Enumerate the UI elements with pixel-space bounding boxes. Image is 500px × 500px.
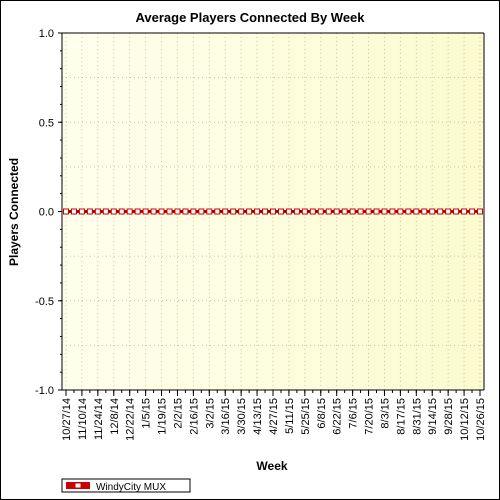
x-axis-ticks: 10/27/14 11/10/14 11/24/14 12/8/14 12/22/14 1…	[61, 390, 487, 441]
data-point	[214, 208, 221, 215]
data-point	[437, 208, 444, 215]
x-tick-label: 1/5/15	[141, 398, 153, 429]
x-tick-label: 10/26/15	[475, 398, 487, 441]
x-tick-label: 4/13/15	[252, 398, 264, 435]
data-point	[349, 208, 356, 215]
data-point	[126, 208, 133, 215]
y-tick-label: 0.5	[39, 117, 54, 129]
data-point	[285, 208, 292, 215]
data-point	[262, 208, 269, 215]
data-point	[461, 208, 468, 215]
data-point	[445, 208, 452, 215]
data-point	[238, 208, 245, 215]
series-group	[63, 208, 483, 215]
y-axis-label: Players Connected	[7, 158, 21, 266]
data-point	[198, 208, 205, 215]
data-point	[63, 208, 69, 215]
x-tick-label: 2/2/15	[172, 398, 184, 429]
data-point	[78, 208, 85, 215]
y-tick-label: -1.0	[35, 385, 54, 397]
data-point	[270, 208, 276, 215]
data-point	[357, 208, 364, 215]
y-tick-label: 1.0	[39, 28, 54, 40]
x-tick-label: 3/2/15	[204, 398, 216, 429]
data-point	[174, 208, 181, 215]
data-point	[381, 208, 388, 215]
data-point	[150, 208, 157, 215]
x-tick-label: 12/8/14	[109, 398, 121, 435]
data-point	[118, 208, 125, 215]
x-tick-label: 1/19/15	[157, 398, 169, 435]
legend: WindyCity MUX	[61, 478, 191, 493]
data-point	[142, 208, 149, 215]
x-axis-label: Week	[256, 459, 287, 473]
data-point	[453, 208, 460, 215]
data-point	[413, 208, 420, 215]
y-tick-label: 0.0	[39, 207, 54, 219]
data-point	[309, 208, 316, 215]
x-tick-label: 7/20/15	[364, 398, 376, 435]
data-point	[301, 208, 308, 215]
data-point	[254, 208, 261, 215]
x-tick-label: 3/16/15	[220, 398, 232, 435]
x-tick-label: 6/22/15	[332, 398, 344, 435]
data-point	[341, 208, 348, 215]
x-tick-label: 10/12/15	[459, 398, 471, 441]
data-point	[70, 208, 77, 215]
data-point	[405, 208, 412, 215]
data-point	[365, 208, 372, 215]
data-point	[182, 208, 189, 215]
x-tick-label: 11/10/14	[77, 398, 89, 440]
data-point	[110, 208, 117, 215]
data-point	[429, 208, 436, 215]
data-point	[397, 208, 404, 215]
data-point	[317, 208, 324, 215]
x-tick-label: 8/17/15	[395, 398, 407, 435]
x-tick-label: 8/3/15	[379, 398, 391, 429]
x-tick-label: 8/31/15	[411, 398, 423, 435]
data-point	[86, 208, 93, 215]
x-tick-label: 5/25/15	[300, 398, 312, 435]
y-axis-ticks: 1.0 0.5 0.0 -0.5 -1.0	[35, 28, 62, 397]
data-point	[477, 208, 483, 215]
x-tick-label: 2/16/15	[188, 398, 200, 435]
chart-title: Average Players Connected By Week	[135, 10, 365, 25]
data-point	[222, 208, 229, 215]
x-tick-label: 10/27/14	[61, 398, 73, 441]
x-tick-label: 12/22/14	[125, 398, 137, 441]
x-tick-label: 4/27/15	[268, 398, 280, 435]
data-point	[333, 208, 340, 215]
data-point	[277, 208, 284, 215]
data-point	[293, 208, 300, 215]
data-point	[469, 208, 476, 215]
x-tick-label: 11/24/14	[93, 398, 105, 440]
data-point	[190, 208, 197, 215]
legend-label: WindyCity MUX	[96, 482, 166, 493]
x-tick-label: 5/11/15	[284, 398, 296, 434]
data-point	[94, 208, 101, 215]
data-point	[166, 208, 173, 215]
data-point	[421, 208, 428, 215]
legend-box	[61, 478, 191, 493]
x-tick-label: 3/30/15	[236, 398, 248, 435]
data-point	[325, 208, 332, 215]
data-point	[246, 208, 253, 215]
data-point	[206, 208, 213, 215]
legend-marker	[74, 482, 82, 489]
data-point	[230, 208, 237, 215]
data-point	[373, 208, 380, 215]
x-tick-label: 9/28/15	[443, 398, 455, 435]
x-tick-label: 6/8/15	[316, 398, 328, 429]
data-point	[102, 208, 109, 215]
data-point	[389, 208, 396, 215]
x-tick-label: 9/14/15	[427, 398, 439, 435]
x-tick-label: 7/6/15	[348, 398, 360, 429]
data-point	[158, 208, 165, 215]
y-tick-label: -0.5	[35, 296, 54, 308]
data-point	[134, 208, 141, 215]
